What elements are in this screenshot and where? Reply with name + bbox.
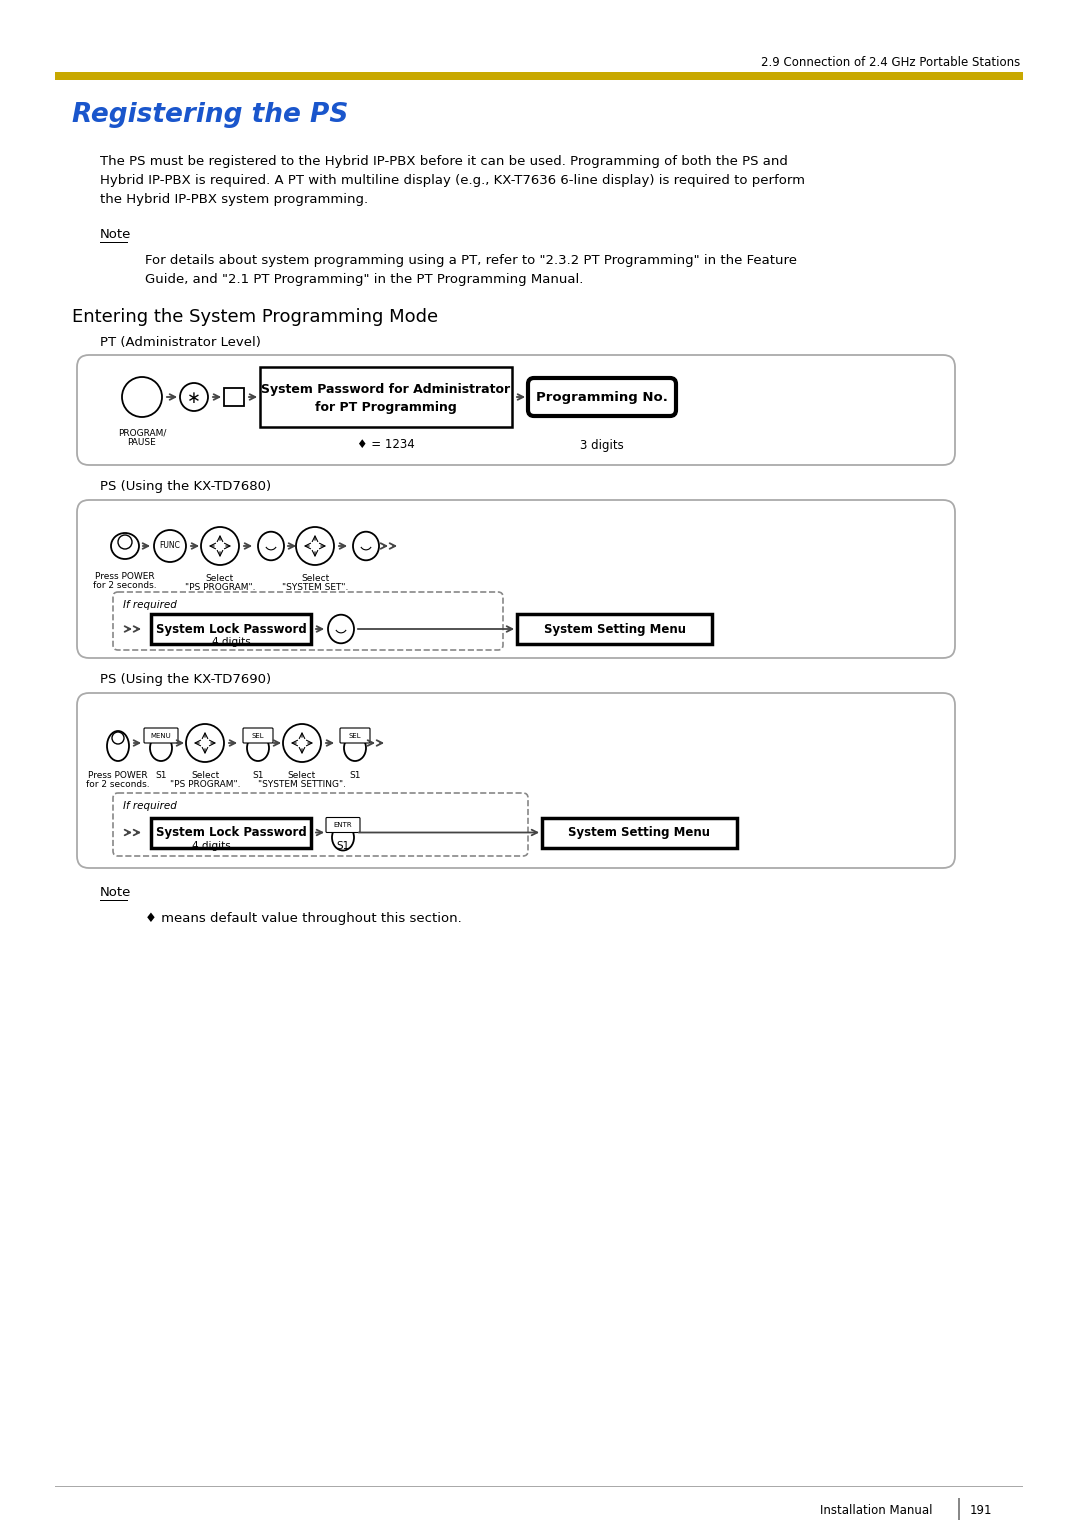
FancyBboxPatch shape (528, 377, 676, 416)
Text: for 2 seconds.: for 2 seconds. (86, 779, 150, 788)
Text: S1: S1 (156, 772, 166, 779)
Bar (260, 367, 512, 426)
Text: S1: S1 (253, 772, 264, 779)
FancyBboxPatch shape (326, 817, 360, 833)
Text: SEL: SEL (349, 732, 362, 738)
FancyBboxPatch shape (77, 500, 955, 659)
Text: Entering the System Programming Mode: Entering the System Programming Mode (72, 309, 438, 325)
Text: 4 digits: 4 digits (212, 637, 251, 646)
Text: Select: Select (301, 575, 329, 584)
Bar (151, 614, 311, 643)
Text: For details about system programming using a PT, refer to "2.3.2 PT Programming": For details about system programming usi… (145, 254, 797, 267)
Text: Select: Select (191, 772, 219, 779)
FancyBboxPatch shape (243, 727, 273, 743)
Bar (517, 614, 712, 643)
Text: 2.9 Connection of 2.4 GHz Portable Stations: 2.9 Connection of 2.4 GHz Portable Stati… (760, 55, 1020, 69)
Text: SEL: SEL (252, 732, 265, 738)
Text: Registering the PS: Registering the PS (72, 102, 349, 128)
Text: for PT Programming: for PT Programming (315, 400, 457, 414)
Text: ♦ means default value throughout this section.: ♦ means default value throughout this se… (145, 912, 462, 924)
Text: Programming No.: Programming No. (536, 391, 667, 403)
Text: S1: S1 (349, 772, 361, 779)
Text: ♦ = 1234: ♦ = 1234 (357, 439, 415, 451)
FancyBboxPatch shape (113, 591, 503, 649)
Text: PS (Using the KX-TD7690): PS (Using the KX-TD7690) (100, 672, 271, 686)
Text: S1: S1 (336, 840, 350, 851)
Bar (151, 817, 311, 848)
Text: 191: 191 (970, 1504, 993, 1516)
Text: ENTR: ENTR (334, 822, 352, 828)
Text: Note: Note (100, 886, 132, 898)
Text: PAUSE: PAUSE (127, 439, 157, 448)
Bar (55, 72, 1023, 79)
Text: If required: If required (123, 801, 177, 811)
Text: "SYSTEM SET".: "SYSTEM SET". (282, 584, 348, 591)
FancyBboxPatch shape (144, 727, 178, 743)
Text: for 2 seconds.: for 2 seconds. (93, 581, 157, 590)
Text: Select: Select (206, 575, 234, 584)
Text: PS (Using the KX-TD7680): PS (Using the KX-TD7680) (100, 480, 271, 494)
FancyBboxPatch shape (77, 694, 955, 868)
Text: Note: Note (100, 228, 132, 241)
Text: ∗: ∗ (187, 390, 201, 406)
Bar (224, 388, 244, 406)
Text: Guide, and "2.1 PT Programming" in the PT Programming Manual.: Guide, and "2.1 PT Programming" in the P… (145, 274, 583, 286)
Text: System Setting Menu: System Setting Menu (568, 827, 711, 839)
FancyBboxPatch shape (77, 354, 955, 465)
Bar (958, 1497, 959, 1520)
Text: System Lock Password: System Lock Password (156, 622, 307, 636)
Text: System Password for Administrator: System Password for Administrator (261, 382, 511, 396)
Text: System Setting Menu: System Setting Menu (543, 622, 686, 636)
FancyBboxPatch shape (113, 793, 528, 856)
Text: Installation Manual: Installation Manual (820, 1504, 932, 1516)
Text: Press POWER: Press POWER (95, 571, 154, 581)
Text: Select: Select (288, 772, 316, 779)
Text: "PS PROGRAM".: "PS PROGRAM". (185, 584, 255, 591)
Bar (542, 817, 737, 848)
FancyBboxPatch shape (340, 727, 370, 743)
Text: Press POWER: Press POWER (89, 772, 148, 779)
Text: "PS PROGRAM".: "PS PROGRAM". (170, 779, 240, 788)
Text: 3 digits: 3 digits (580, 439, 624, 451)
Text: PT (Administrator Level): PT (Administrator Level) (100, 336, 261, 348)
Text: "SYSTEM SETTING".: "SYSTEM SETTING". (258, 779, 346, 788)
Text: MENU: MENU (150, 732, 172, 738)
Text: If required: If required (123, 601, 177, 610)
Text: 4 digits: 4 digits (191, 840, 230, 851)
Text: the Hybrid IP-PBX system programming.: the Hybrid IP-PBX system programming. (100, 193, 368, 206)
Text: PROGRAM/: PROGRAM/ (118, 429, 166, 439)
Text: The PS must be registered to the Hybrid IP-PBX before it can be used. Programmin: The PS must be registered to the Hybrid … (100, 154, 788, 168)
Text: System Lock Password: System Lock Password (156, 827, 307, 839)
Text: Hybrid IP-PBX is required. A PT with multiline display (e.g., KX-T7636 6-line di: Hybrid IP-PBX is required. A PT with mul… (100, 174, 805, 186)
Text: FUNC: FUNC (160, 541, 180, 550)
